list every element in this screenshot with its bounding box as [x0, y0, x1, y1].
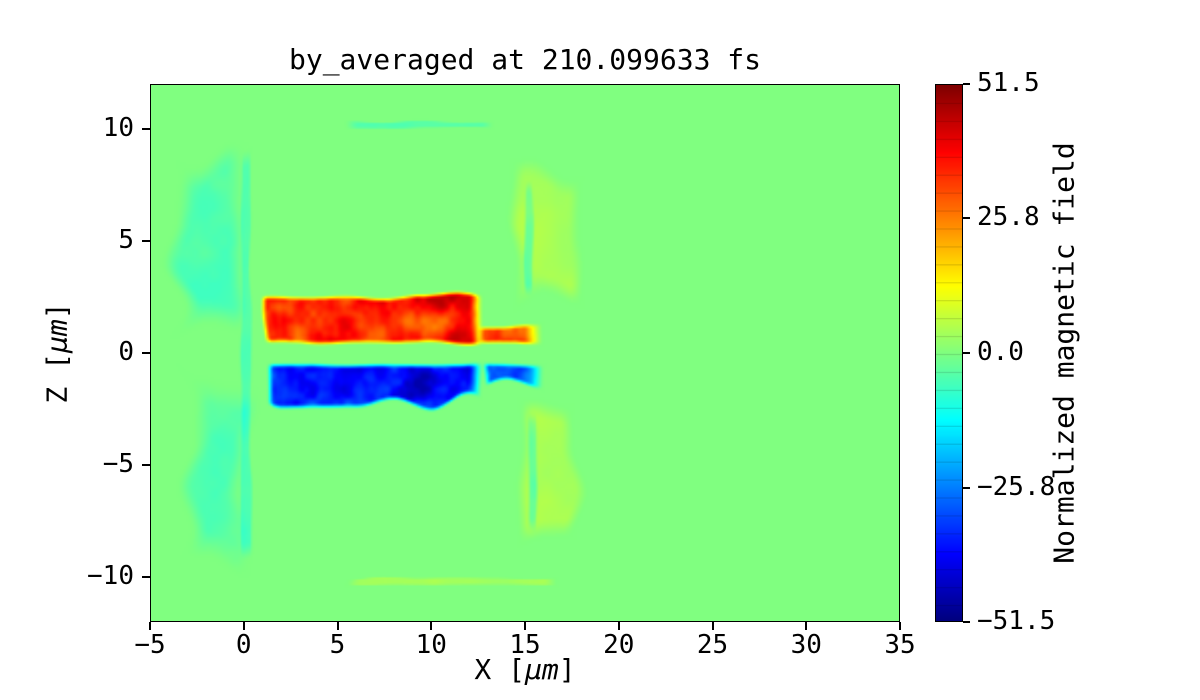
y-tick-mark	[142, 576, 150, 579]
y-tick-mark	[142, 127, 150, 130]
x-axis-label: X [μm]	[474, 653, 576, 686]
x-tick-label: 25	[696, 630, 729, 660]
y-tick-label: −5	[102, 449, 134, 480]
colorbar-tick-label: −25.8	[977, 471, 1056, 502]
colorbar-tick-mark	[963, 352, 970, 354]
y-tick-label: 10	[102, 112, 134, 143]
colorbar-tick-label: −51.5	[977, 606, 1056, 636]
colorbar-tick-label: 51.5	[977, 68, 1040, 98]
x-tick-label: 5	[329, 630, 346, 660]
y-tick-mark	[142, 352, 150, 354]
x-tick-label: 0	[235, 630, 252, 660]
heatmap-image	[151, 85, 899, 621]
unit-micrometer: μm	[525, 653, 559, 686]
colorbar-tick-mark	[963, 217, 970, 220]
x-tick-label: 10	[415, 630, 447, 660]
x-tick-mark	[711, 622, 714, 630]
colorbar	[935, 84, 963, 622]
x-tick-mark	[617, 622, 620, 630]
colorbar-tick-mark	[963, 621, 970, 623]
x-tick-mark	[524, 622, 526, 630]
colorbar-tick-label: 0.0	[977, 337, 1024, 367]
x-tick-mark	[149, 622, 151, 630]
x-tick-label: −5	[134, 630, 166, 660]
x-tick-label: 20	[603, 630, 635, 660]
chart-title: by_averaged at 210.099633 fs	[288, 43, 761, 76]
x-tick-mark	[242, 622, 245, 630]
y-tick-label: 5	[118, 224, 134, 255]
x-tick-mark	[336, 622, 339, 630]
colorbar-gradient	[936, 85, 962, 621]
colorbar-tick-mark	[963, 486, 970, 489]
y-tick-label: 0	[118, 337, 134, 367]
colorbar-tick-mark	[963, 83, 970, 85]
x-tick-label: 15	[509, 630, 541, 660]
plot-area	[150, 84, 900, 622]
x-tick-label: 30	[790, 630, 822, 660]
y-tick-mark	[142, 464, 150, 467]
x-tick-label: 35	[884, 630, 916, 660]
y-tick-label: −10	[87, 561, 134, 592]
x-tick-mark	[805, 622, 808, 630]
x-tick-mark	[899, 622, 901, 630]
colorbar-tick-label: 25.8	[977, 202, 1040, 233]
x-tick-mark	[430, 622, 433, 630]
y-tick-mark	[142, 239, 150, 242]
